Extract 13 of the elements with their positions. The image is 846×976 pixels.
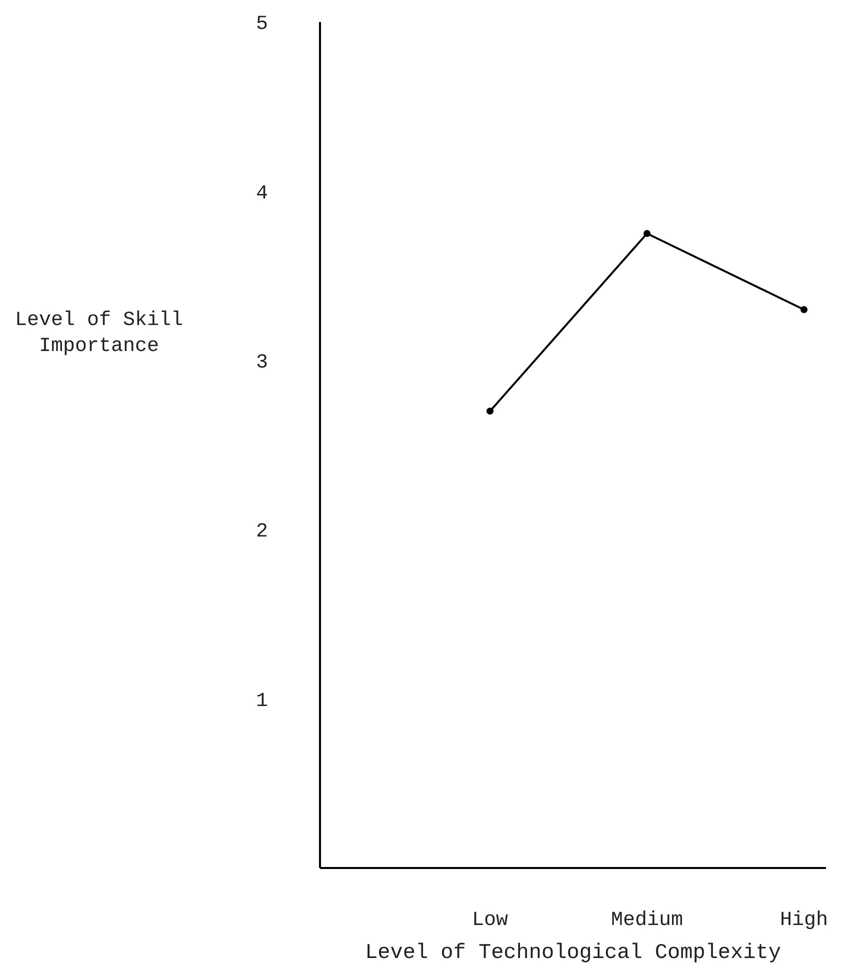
x-tick-label: Medium	[610, 909, 684, 932]
x-axis-title: Level of Technological Complexity	[365, 942, 781, 965]
y-axis-title: Level of Skill Importance	[14, 308, 184, 360]
y-tick-label: 3	[256, 352, 268, 374]
y-tick-label: 4	[256, 182, 268, 206]
point	[644, 230, 650, 237]
y-tick-label: 5	[256, 13, 268, 36]
y-tick-label: 1	[256, 690, 268, 713]
point	[800, 306, 808, 314]
y-tick-label: 2	[256, 520, 268, 544]
x-tick-label: High	[780, 909, 828, 932]
x-tick-label: Low	[472, 909, 508, 932]
point	[486, 408, 494, 415]
